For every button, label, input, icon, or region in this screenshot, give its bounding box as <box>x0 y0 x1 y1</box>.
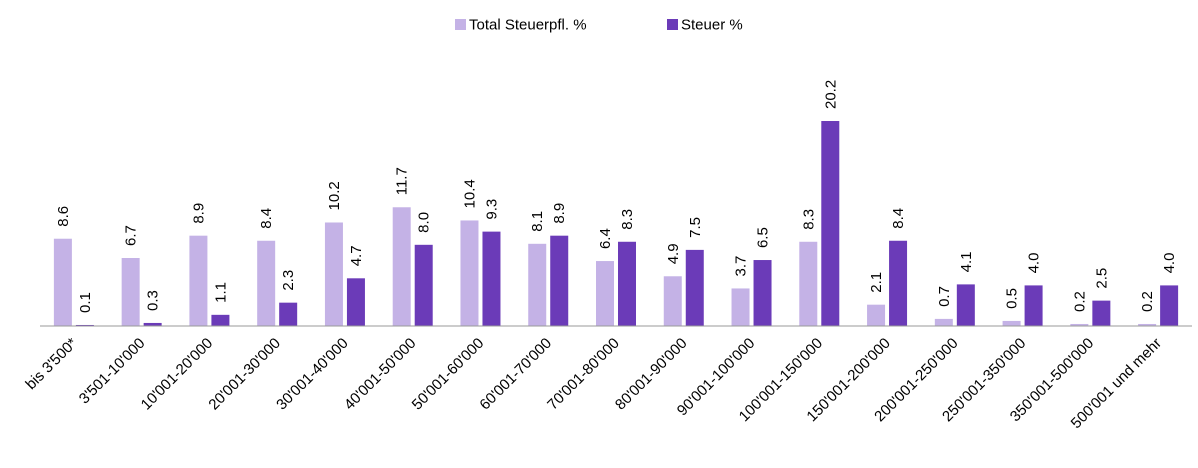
bar <box>1092 300 1111 326</box>
x-tick-label: 3'501-10'000 <box>76 335 149 408</box>
data-label: 8.4 <box>258 208 275 229</box>
legend-label: Total Steuerpfl. % <box>469 17 587 34</box>
bar <box>934 318 953 326</box>
data-label: 4.0 <box>1026 253 1043 274</box>
bar <box>956 284 975 326</box>
bar <box>528 243 547 326</box>
data-label: 8.4 <box>890 208 907 229</box>
bar <box>1024 285 1043 326</box>
data-label: 20.2 <box>822 80 839 109</box>
bar <box>189 235 208 326</box>
x-tick-label: bis 3'500* <box>22 335 80 393</box>
bar <box>1002 320 1021 326</box>
data-label: 4.1 <box>958 252 975 273</box>
bar <box>550 235 569 326</box>
bar <box>753 260 772 326</box>
data-label: 11.7 <box>394 167 411 195</box>
data-label: 4.9 <box>665 243 682 264</box>
data-label: 2.1 <box>868 272 885 293</box>
data-label: 8.3 <box>800 209 817 230</box>
data-label: 6.5 <box>755 227 772 248</box>
data-label: 0.1 <box>77 292 94 313</box>
bar <box>1138 323 1157 326</box>
bar <box>121 258 140 326</box>
data-label: 4.7 <box>348 245 365 266</box>
data-label: 8.1 <box>529 211 546 232</box>
bar <box>1070 323 1089 326</box>
bar <box>596 261 614 326</box>
data-label: 0.5 <box>1004 288 1021 309</box>
bar <box>799 241 818 326</box>
data-label: 6.7 <box>123 225 140 246</box>
data-label: 4.0 <box>1161 253 1178 274</box>
bar <box>618 241 636 326</box>
data-label: 0.2 <box>1139 291 1156 312</box>
bar <box>663 276 682 326</box>
bar <box>279 302 298 326</box>
data-label: 0.7 <box>936 286 953 307</box>
bar <box>324 222 343 326</box>
data-label: 0.3 <box>145 290 162 311</box>
bar <box>143 322 162 326</box>
bar <box>1160 285 1179 326</box>
bar <box>392 207 411 326</box>
legend-label: Steuer % <box>681 17 743 34</box>
data-label: 8.3 <box>619 209 636 230</box>
bar <box>346 278 365 326</box>
data-label: 10.4 <box>461 179 478 208</box>
data-label: 8.0 <box>416 212 433 233</box>
bar <box>821 121 840 326</box>
data-label: 6.4 <box>597 228 614 249</box>
data-label: 9.3 <box>483 199 500 220</box>
bar <box>53 238 72 326</box>
bar <box>482 231 501 326</box>
data-label: 7.5 <box>687 217 704 238</box>
data-label: 2.5 <box>1093 268 1110 289</box>
bar <box>889 240 908 326</box>
bar <box>211 314 230 326</box>
legend-swatch <box>667 19 678 30</box>
data-label: 8.9 <box>551 203 568 224</box>
legend-swatch <box>455 19 466 30</box>
data-label: 2.3 <box>280 270 297 291</box>
bar <box>685 249 704 326</box>
data-label: 8.6 <box>55 206 72 227</box>
bar <box>867 304 886 326</box>
data-label: 10.2 <box>326 181 343 210</box>
data-label: 1.1 <box>212 282 229 303</box>
bar <box>731 288 750 326</box>
bar <box>414 244 433 326</box>
data-label: 0.2 <box>1071 291 1088 312</box>
bar <box>460 220 479 326</box>
bar <box>257 240 276 326</box>
bar <box>75 324 94 326</box>
data-label: 3.7 <box>733 256 750 277</box>
data-label: 8.9 <box>190 203 207 224</box>
